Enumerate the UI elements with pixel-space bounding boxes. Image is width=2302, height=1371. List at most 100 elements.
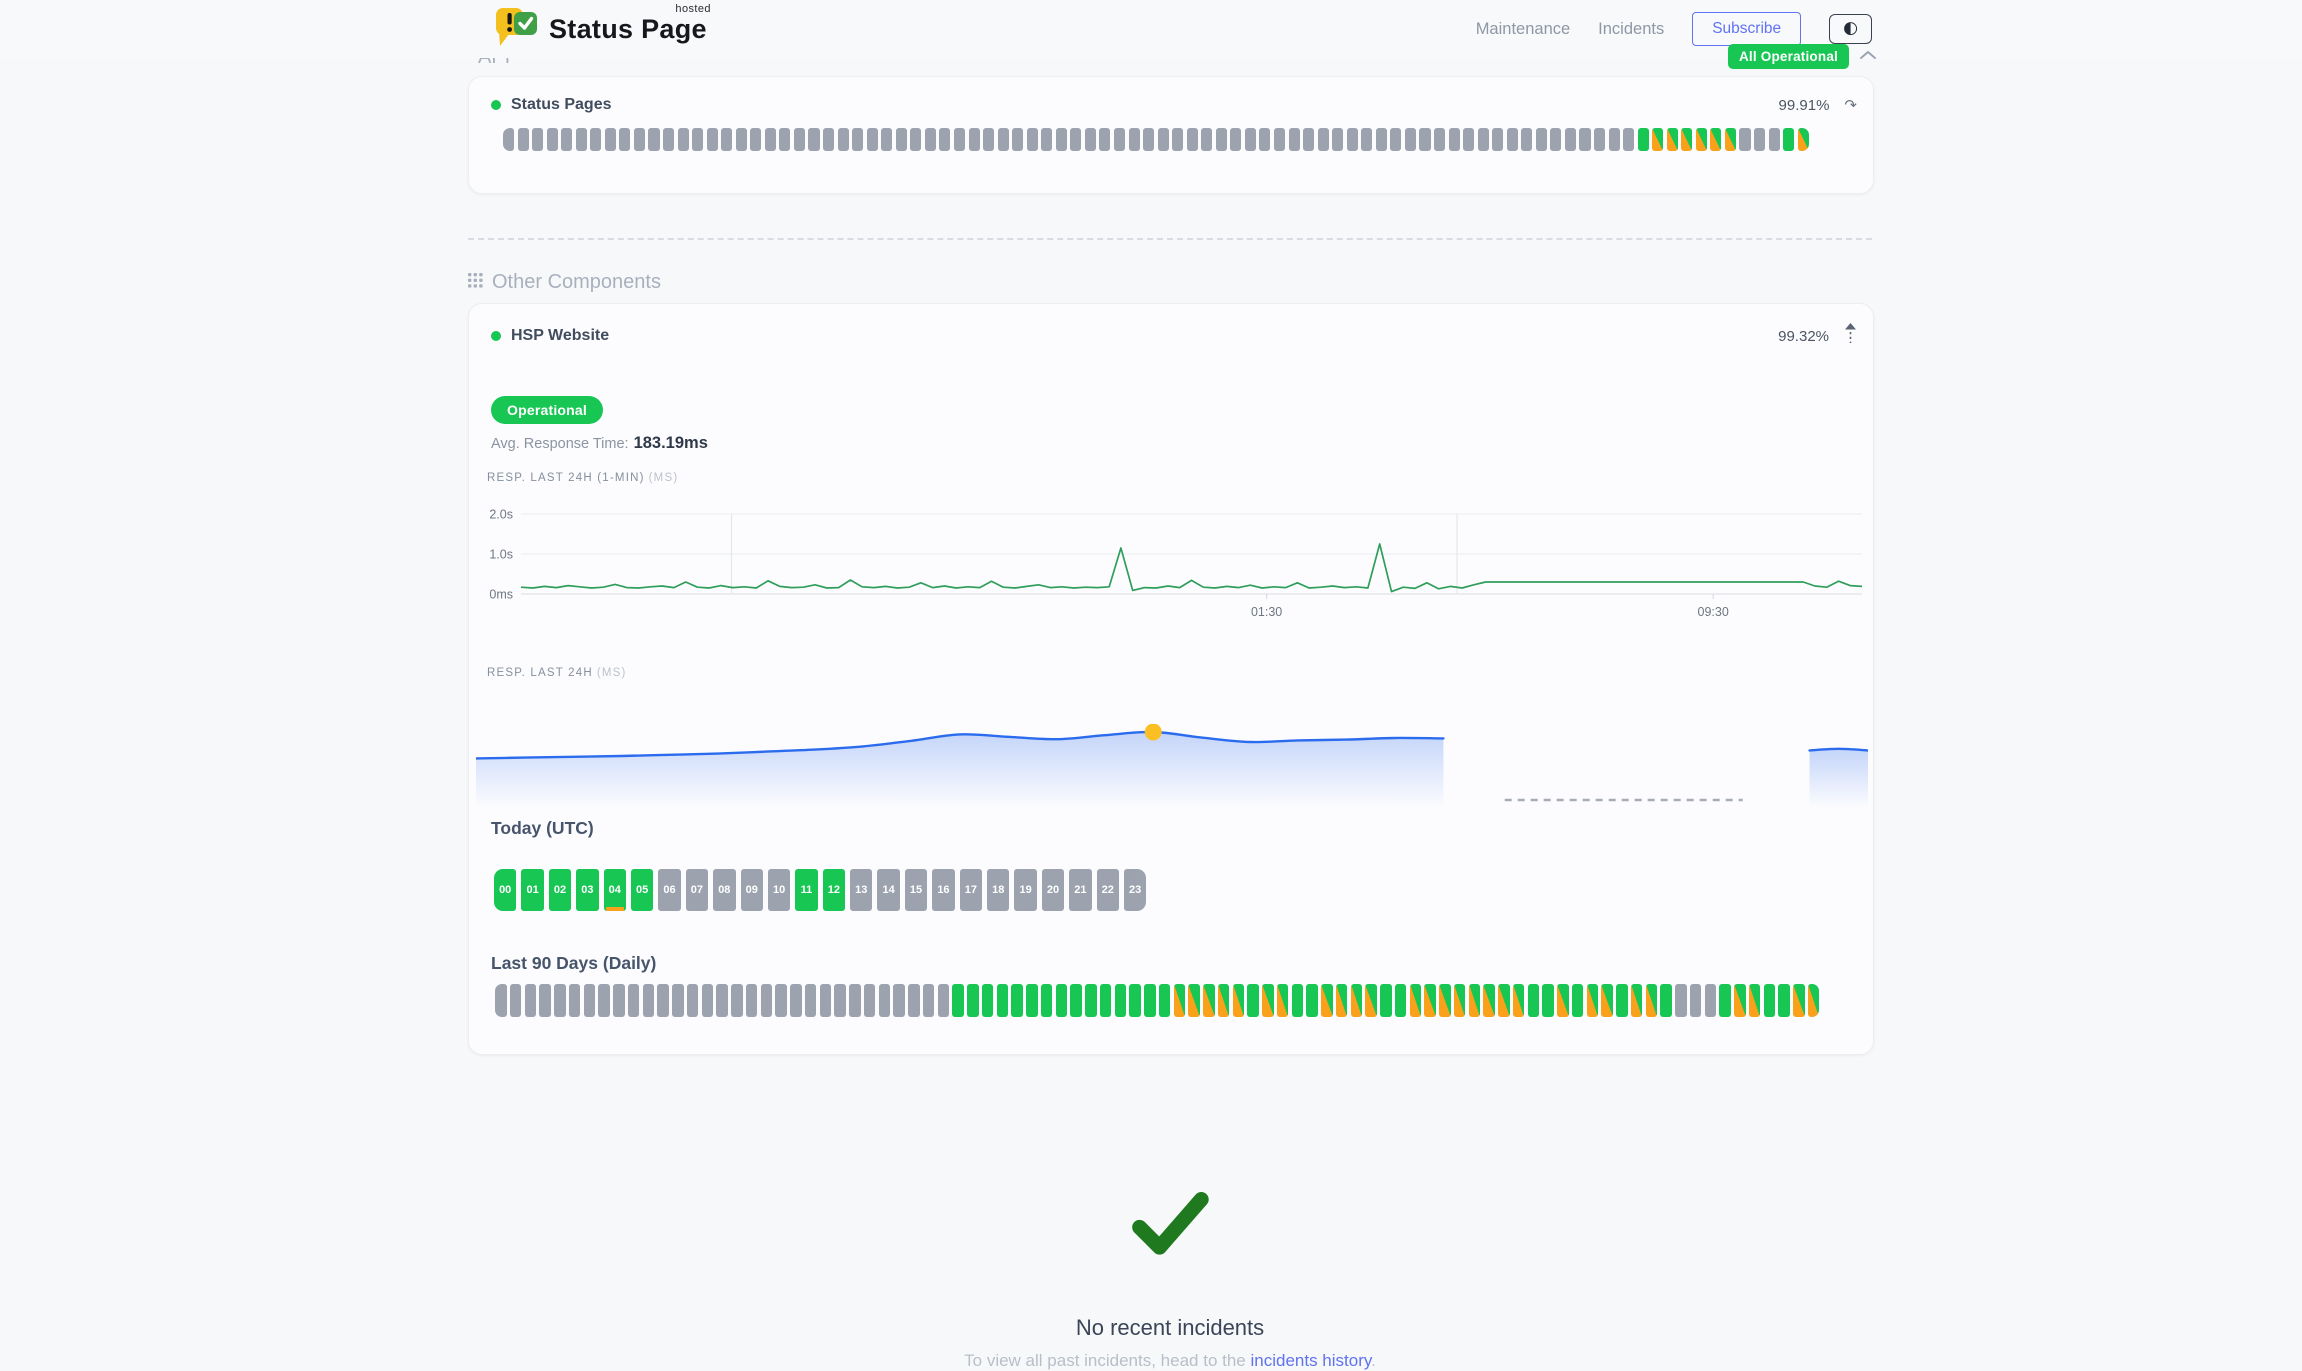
uptime-bar bbox=[1666, 128, 1678, 151]
uptime-bar bbox=[517, 128, 529, 151]
uptime-bar bbox=[1645, 984, 1658, 1017]
hour-block: 11 bbox=[795, 869, 818, 911]
uptime-bar bbox=[1807, 984, 1820, 1017]
uptime-bar bbox=[750, 128, 762, 151]
uptime-bar bbox=[997, 128, 1009, 151]
uptime-bar bbox=[1483, 984, 1495, 1017]
uptime-bar bbox=[775, 984, 787, 1017]
uptime-bar bbox=[1273, 128, 1286, 151]
uptime-bar bbox=[1335, 984, 1348, 1017]
uptime-bar bbox=[1157, 128, 1169, 151]
theme-toggle-button[interactable]: ◐ bbox=[1829, 14, 1872, 44]
uptime-bar bbox=[524, 984, 537, 1017]
uptime-bar bbox=[1203, 984, 1215, 1017]
uptime-bar bbox=[590, 128, 602, 151]
hour-label: 06 bbox=[663, 884, 676, 896]
collapse-chevron-icon[interactable] bbox=[1858, 48, 1878, 66]
brand-logo[interactable]: Status Page hosted bbox=[494, 2, 711, 54]
uptime-bar bbox=[981, 984, 994, 1017]
theme-icon: ◐ bbox=[1843, 18, 1858, 38]
svg-text:01:30: 01:30 bbox=[1251, 605, 1282, 619]
svg-text:1.0s: 1.0s bbox=[489, 548, 513, 562]
collapse-up-arrow-icon[interactable] bbox=[1844, 323, 1857, 349]
uptime-bar bbox=[1026, 128, 1038, 151]
nav-incidents[interactable]: Incidents bbox=[1598, 19, 1665, 38]
uptime-bar bbox=[866, 128, 878, 151]
uptime-bar bbox=[1361, 128, 1373, 151]
uptime-bar bbox=[1763, 984, 1776, 1017]
uptime-bar bbox=[1173, 984, 1186, 1017]
uptime-bar bbox=[1419, 128, 1431, 151]
uptime-bar bbox=[793, 128, 805, 151]
uptime-bar bbox=[823, 128, 835, 151]
history-rotate-icon[interactable]: ↷ bbox=[1844, 96, 1857, 114]
uptime-bar bbox=[1262, 984, 1274, 1017]
uptime-bar bbox=[701, 984, 714, 1017]
uptime-bar bbox=[837, 128, 849, 151]
uptime-bar bbox=[834, 984, 846, 1017]
uptime-bar bbox=[546, 128, 558, 151]
uptime-bar bbox=[1477, 128, 1489, 151]
uptime-bar bbox=[1350, 984, 1363, 1017]
uptime-bar bbox=[1695, 128, 1707, 151]
uptime-bar bbox=[1041, 128, 1053, 151]
uptime-bar bbox=[583, 984, 596, 1017]
uptime-bar bbox=[1099, 984, 1112, 1017]
uptime-bar bbox=[1144, 984, 1156, 1017]
uptime-bar bbox=[1616, 984, 1628, 1017]
uptime-bar bbox=[1011, 984, 1023, 1017]
uptime-bar bbox=[895, 128, 907, 151]
uptime-bar bbox=[804, 984, 817, 1017]
uptime-bar bbox=[642, 984, 655, 1017]
uptime-bar bbox=[509, 984, 522, 1017]
uptime-bar bbox=[627, 984, 640, 1017]
uptime-bar bbox=[1492, 128, 1504, 151]
uptime-bar bbox=[1739, 128, 1751, 151]
uptime-bar bbox=[1550, 128, 1562, 151]
uptime-bar bbox=[1424, 984, 1436, 1017]
uptime-bar bbox=[808, 128, 820, 151]
uptime-bar bbox=[1527, 984, 1540, 1017]
uptime-bar bbox=[672, 984, 684, 1017]
uptime-bar bbox=[1557, 984, 1569, 1017]
uptime-bar bbox=[1099, 128, 1111, 151]
uptime-bar bbox=[1055, 984, 1068, 1017]
hour-label: 02 bbox=[553, 884, 567, 896]
uptime-bar bbox=[1128, 128, 1140, 151]
svg-text:2.0s: 2.0s bbox=[489, 508, 513, 522]
component-name: HSP Website bbox=[511, 327, 610, 344]
hour-block: 19 bbox=[1014, 869, 1037, 911]
section-header-other-components: Other Components bbox=[468, 271, 661, 294]
uptime-bar bbox=[953, 128, 965, 151]
uptime-bar bbox=[1394, 984, 1407, 1017]
uptime-bar bbox=[1276, 984, 1289, 1017]
uptime-bar bbox=[1675, 984, 1687, 1017]
overall-status-badge: All Operational bbox=[1727, 44, 1849, 69]
brand-hosted-label: hosted bbox=[675, 2, 711, 15]
incidents-history-link[interactable]: incidents history bbox=[1250, 1351, 1372, 1370]
response-chart-svg: 2.0s 1.0s 0ms 01:30 09:30 bbox=[489, 508, 1863, 619]
uptime-bar bbox=[1754, 128, 1766, 151]
uptime-bar bbox=[1521, 128, 1533, 151]
hour-block: 16 bbox=[932, 869, 955, 911]
hour-label: 00 bbox=[499, 884, 512, 896]
uptime-bar bbox=[1215, 128, 1227, 151]
uptime-bar bbox=[1719, 984, 1731, 1017]
uptime-bar bbox=[1012, 128, 1024, 151]
subscribe-button[interactable]: Subscribe bbox=[1692, 12, 1802, 46]
uptime-bars-status-pages bbox=[503, 128, 1809, 151]
hour-label: 10 bbox=[772, 884, 786, 896]
uptime-bar bbox=[849, 984, 861, 1017]
hour-label: 09 bbox=[745, 884, 758, 896]
uptime-bar bbox=[1512, 984, 1525, 1017]
chart1-label: RESP. LAST 24H (1-MIN) (MS) bbox=[487, 472, 679, 484]
uptime-bar bbox=[760, 984, 773, 1017]
uptime-bar bbox=[554, 984, 566, 1017]
uptime-bar bbox=[648, 128, 660, 151]
uptime-bar bbox=[1579, 128, 1591, 151]
hour-label: 22 bbox=[1101, 884, 1114, 896]
uptime-bar bbox=[1288, 128, 1300, 151]
nav-maintenance[interactable]: Maintenance bbox=[1475, 19, 1571, 38]
uptime-percentage: 99.91% bbox=[1778, 96, 1830, 114]
uptime-bar bbox=[735, 128, 747, 151]
